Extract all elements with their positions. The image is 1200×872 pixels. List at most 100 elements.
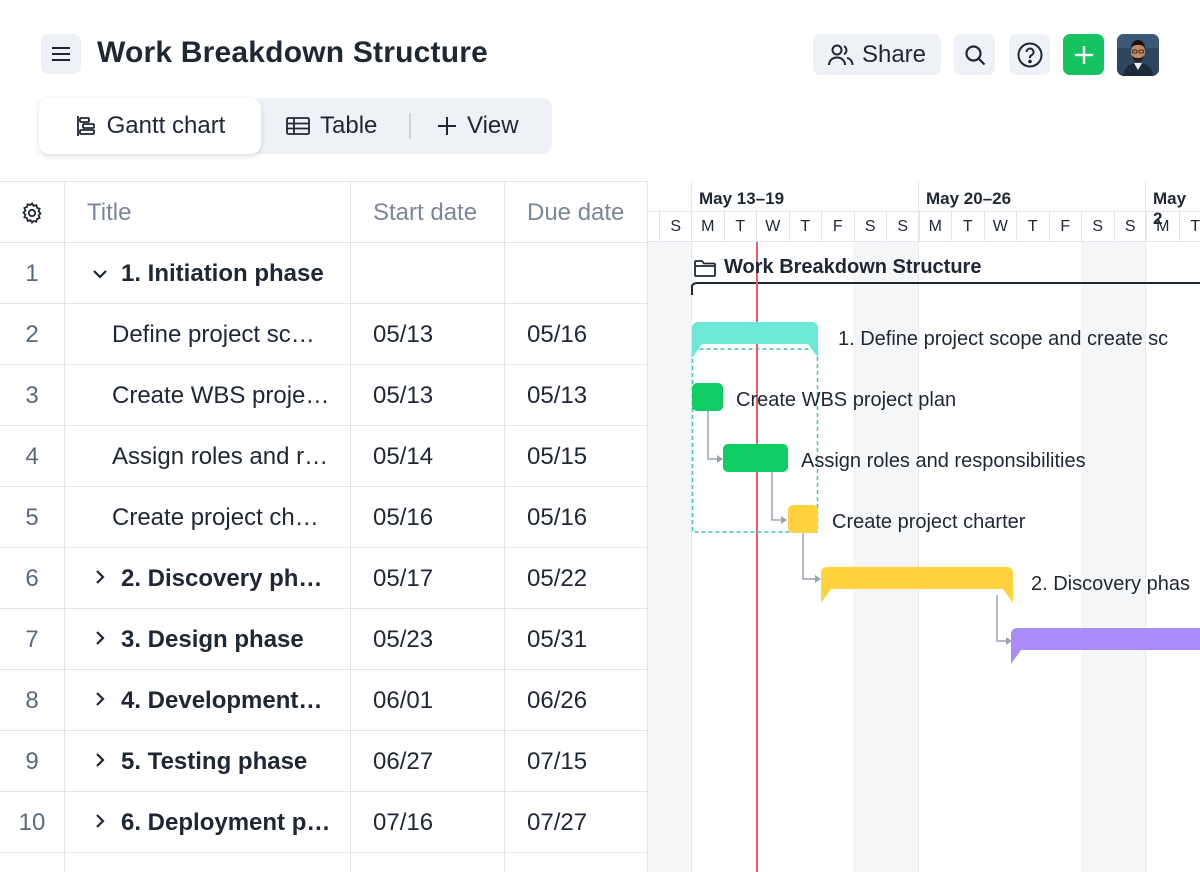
row-number: 7: [25, 625, 39, 653]
column-settings-button[interactable]: [0, 182, 64, 243]
day-label: S: [853, 212, 887, 241]
day-label: T: [1016, 212, 1049, 241]
row-title[interactable]: 2. Discovery ph…: [64, 548, 350, 609]
row-due-date[interactable]: [504, 853, 648, 872]
row-title[interactable]: Define project sc…: [64, 304, 350, 365]
chevron-right-icon[interactable]: [89, 629, 111, 650]
row-due-date[interactable]: [504, 243, 648, 304]
row-start-date[interactable]: 07/16: [350, 792, 504, 853]
row-title[interactable]: 6. Deployment p…: [64, 792, 350, 853]
tab-gantt-chart[interactable]: Gantt chart: [39, 98, 261, 154]
day-label: M: [691, 212, 724, 241]
row-due-date[interactable]: 07/15: [504, 731, 648, 792]
plus-icon: [438, 117, 456, 135]
search-button[interactable]: [954, 34, 995, 75]
summary-bar-design[interactable]: [1011, 628, 1200, 664]
plus-icon: [1074, 45, 1093, 64]
table-header-row: Title Start date Due date: [0, 182, 648, 243]
day-label: T: [723, 212, 757, 241]
row-due-date[interactable]: 05/15: [504, 426, 648, 487]
row-start-date[interactable]: 05/14: [350, 426, 504, 487]
table-row[interactable]: 10 6. Deployment p… 07/16 07/27: [0, 792, 648, 853]
users-icon: [827, 44, 854, 65]
column-header-due-date[interactable]: Due date: [504, 182, 648, 243]
week-label: May 2: [1153, 189, 1187, 228]
column-header-start-date[interactable]: Start date: [350, 182, 504, 243]
task-bar-roles[interactable]: [723, 444, 788, 472]
help-button[interactable]: [1009, 34, 1050, 75]
row-title[interactable]: 1. Initiation phase: [64, 243, 350, 304]
day-label: S: [659, 212, 692, 241]
day-label: S: [886, 212, 919, 241]
table-row[interactable]: 5 Create project ch… 05/16 05/16: [0, 487, 648, 548]
project-label: Work Breakdown Structure: [724, 256, 982, 278]
row-title[interactable]: Create WBS proje…: [64, 365, 350, 426]
tab-table[interactable]: Table: [286, 98, 377, 154]
chevron-down-icon[interactable]: [89, 263, 111, 284]
row-due-date[interactable]: 06/26: [504, 670, 648, 731]
task-bar-wbs[interactable]: [692, 383, 723, 411]
row-start-date[interactable]: 05/23: [350, 609, 504, 670]
menu-button[interactable]: [41, 34, 81, 74]
row-number: 4: [25, 442, 39, 470]
tab-table-label: Table: [320, 112, 378, 139]
table-row[interactable]: 7 3. Design phase 05/23 05/31: [0, 609, 648, 670]
table-row[interactable]: 6 2. Discovery ph… 05/17 05/22: [0, 548, 648, 609]
summary-bar-discovery[interactable]: [821, 567, 1013, 603]
table-row[interactable]: 8 4. Development… 06/01 06/26: [0, 670, 648, 731]
row-due-date[interactable]: 05/13: [504, 365, 648, 426]
tab-gantt-label: Gantt chart: [106, 112, 226, 139]
share-button[interactable]: Share: [813, 34, 941, 75]
task-bar-charter[interactable]: [788, 505, 818, 533]
row-due-date[interactable]: 05/16: [504, 304, 648, 365]
row-title[interactable]: [64, 853, 350, 872]
row-title-text: 6. Deployment p…: [121, 808, 331, 836]
row-title[interactable]: Assign roles and r…: [64, 426, 350, 487]
row-start-date[interactable]: 05/13: [350, 365, 504, 426]
gear-icon: [22, 201, 42, 224]
row-due-date[interactable]: 05/16: [504, 487, 648, 548]
row-title[interactable]: 4. Development…: [64, 670, 350, 731]
week-label: May 13–19: [699, 189, 785, 208]
row-start-date[interactable]: 06/27: [350, 731, 504, 792]
row-due-date[interactable]: 05/31: [504, 609, 648, 670]
row-start-date[interactable]: 06/01: [350, 670, 504, 731]
dependency-arrow: [802, 533, 816, 580]
table-row[interactable]: [0, 853, 648, 872]
day-label: S: [1081, 212, 1114, 241]
chevron-right-icon[interactable]: [89, 568, 111, 589]
table-row[interactable]: 4 Assign roles and r… 05/14 05/15: [0, 426, 648, 487]
add-button[interactable]: [1063, 34, 1104, 75]
chevron-right-icon[interactable]: [89, 812, 111, 833]
row-start-date[interactable]: 05/16: [350, 487, 504, 548]
row-start-date[interactable]: [350, 243, 504, 304]
add-view-button[interactable]: View: [437, 98, 519, 154]
summary-bar-initiation[interactable]: [692, 322, 818, 358]
row-number: 5: [25, 503, 39, 531]
column-header-title[interactable]: Title: [64, 182, 350, 243]
row-title-text: 1. Initiation phase: [121, 259, 324, 287]
project-row[interactable]: Work Breakdown Structure: [694, 256, 981, 279]
page-title: Work Breakdown Structure: [97, 36, 488, 69]
header: Work Breakdown Structure Share: [0, 0, 1200, 96]
row-due-date[interactable]: 07/27: [504, 792, 648, 853]
project-bracket: [691, 282, 1200, 295]
chevron-right-icon[interactable]: [89, 690, 111, 711]
row-due-date[interactable]: 05/22: [504, 548, 648, 609]
table-row[interactable]: 3 Create WBS proje… 05/13 05/13: [0, 365, 648, 426]
chevron-right-icon[interactable]: [89, 751, 111, 772]
table-row[interactable]: 1 1. Initiation phase: [0, 243, 648, 304]
table-row[interactable]: 2 Define project sc… 05/13 05/16: [0, 304, 648, 365]
row-start-date[interactable]: 05/17: [350, 548, 504, 609]
add-view-label: View: [467, 112, 519, 139]
day-label: S: [1113, 212, 1147, 241]
row-title[interactable]: 5. Testing phase: [64, 731, 350, 792]
avatar[interactable]: [1117, 34, 1159, 76]
row-start-date[interactable]: [350, 853, 504, 872]
row-title[interactable]: 3. Design phase: [64, 609, 350, 670]
row-start-date[interactable]: 05/13: [350, 304, 504, 365]
table-row[interactable]: 9 5. Testing phase 06/27 07/15: [0, 731, 648, 792]
day-header-row: S M T W T F S S M T W T F S S M T: [648, 211, 1200, 242]
row-number: 9: [25, 747, 39, 775]
row-title[interactable]: Create project ch…: [64, 487, 350, 548]
